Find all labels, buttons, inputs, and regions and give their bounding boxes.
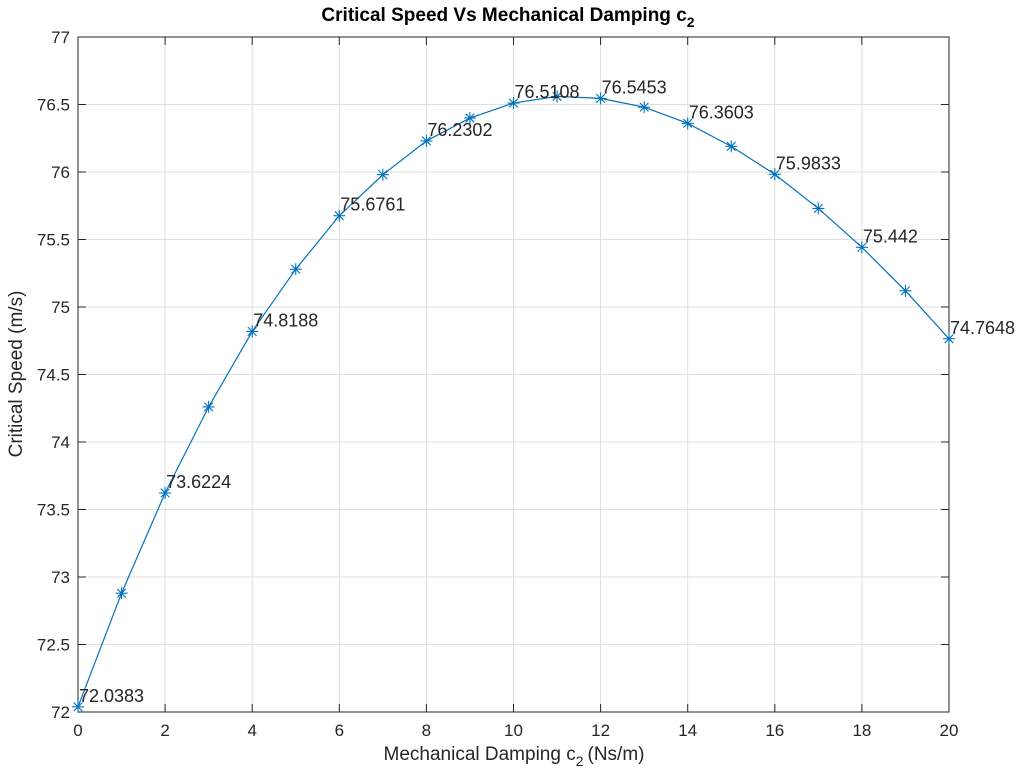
marker-stroke [508,98,519,108]
data-point [333,209,346,222]
y-tick-label: 77 [51,28,70,47]
marker-stroke [334,211,344,221]
x-tick-label: 0 [73,721,82,740]
x-axis-label: Mechanical Damping c2 (Ns/m) [384,744,645,769]
y-tick-label: 76 [51,163,70,182]
data-label: 72.0383 [79,686,144,706]
data-point [768,168,781,181]
x-tick-label: 4 [247,721,256,740]
tick-labels: 0 2 4 6 8 10 12 14 16 18 20 72 72.5 73 73.5 74 74.5 75 75.… [37,28,959,740]
chart-title: Critical Speed Vs Mechanical Damping c2 [321,5,694,30]
y-tick-label: 73 [51,568,70,587]
marker-stroke [73,702,83,712]
data-label: 75.442 [863,226,918,246]
marker-stroke [595,93,606,104]
y-tick-label: 72 [51,703,70,722]
x-tick-label: 8 [422,721,431,740]
y-axis-label: Critical Speed (m/s) [6,291,27,458]
marker-stroke [421,136,432,146]
marker-stroke [639,102,649,112]
marker-stroke [465,113,475,123]
data-label: 76.5108 [515,82,580,102]
marker-stroke [857,242,867,253]
data-point [551,90,564,103]
x-tick-label: 20 [940,721,959,740]
data-point [420,134,433,147]
marker-stroke [160,488,170,498]
marker-stroke [813,203,824,214]
data-label: 75.6761 [340,195,405,215]
marker-stroke [770,169,780,179]
data-point [115,587,128,600]
marker-stroke [203,402,214,412]
data-point [855,241,868,254]
data-point [681,117,694,130]
data-point [246,325,259,338]
data-point [289,263,302,276]
y-tick-label: 75 [51,298,70,317]
marker-stroke [247,326,257,337]
y-tick-label: 74.5 [37,366,70,385]
x-tick-label: 14 [678,721,697,740]
data-point [812,202,825,215]
data-point [594,92,607,105]
data-point [202,400,215,413]
marker-stroke [291,264,301,274]
data-point [899,284,912,297]
data-point [943,332,955,345]
data-label: 74.7648 [950,318,1015,338]
data-point [376,168,389,181]
marker-stroke [726,141,736,152]
ticks [77,36,950,713]
x-tick-label: 12 [591,721,610,740]
markers [72,90,955,713]
data-label: 76.3603 [689,102,754,122]
data-point [72,700,84,713]
data-point [725,140,738,153]
grid [77,36,950,713]
x-tick-label: 2 [160,721,169,740]
data-label: 73.6224 [166,472,231,492]
data-point [507,97,520,110]
marker-stroke [552,91,562,102]
y-tick-label: 74 [51,433,70,452]
data-point [638,101,651,114]
data-point [463,112,476,124]
marker-stroke [683,118,693,129]
marker-stroke [116,588,127,598]
data-label: 74.8188 [253,310,318,330]
y-tick-label: 73.5 [37,501,70,520]
x-tick-label: 6 [335,721,344,740]
annotations: 72.0383 73.6224 74.8188 75.6761 76.2302 76.51… [79,77,1015,705]
x-tick-label: 10 [504,721,523,740]
marker-stroke [378,170,388,180]
y-tick-label: 75.5 [37,231,70,250]
data-label: 76.5453 [602,77,667,97]
marker-stroke [900,286,911,296]
data-label: 76.2302 [427,120,492,140]
x-tick-label: 18 [852,721,871,740]
y-tick-label: 76.5 [37,96,70,115]
data-label: 75.9833 [776,153,841,173]
x-tick-label: 16 [765,721,784,740]
y-tick-label: 72.5 [37,636,70,655]
marker-stroke [944,334,954,344]
data-point [159,486,172,499]
